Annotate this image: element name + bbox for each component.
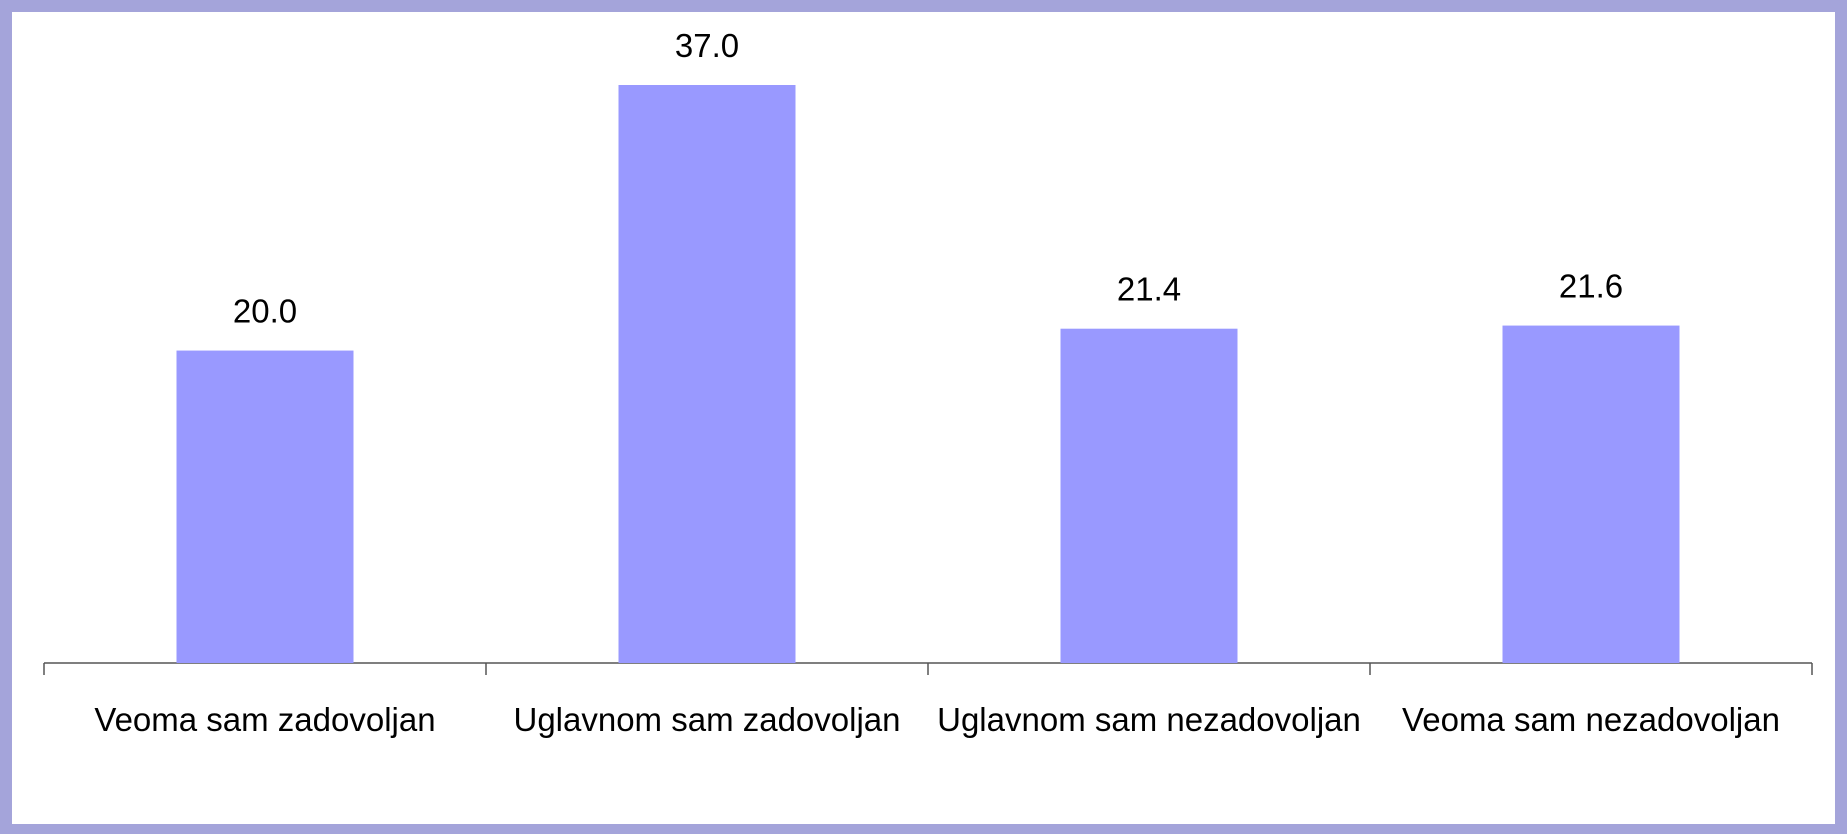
value-label: 21.6 [1559,268,1623,305]
bar [1502,325,1680,663]
bar [618,85,796,663]
x-tick-label: Uglavnom sam nezadovoljan [937,701,1361,738]
bar [1060,328,1238,663]
bar [176,350,354,663]
value-label: 21.4 [1117,271,1181,308]
value-label: 37.0 [675,27,739,64]
x-tick-label: Veoma sam nezadovoljan [1402,701,1780,738]
value-label: 20.0 [233,293,297,330]
x-tick-label: Uglavnom sam zadovoljan [513,701,901,738]
x-tick-label: Veoma sam zadovoljan [94,701,436,738]
